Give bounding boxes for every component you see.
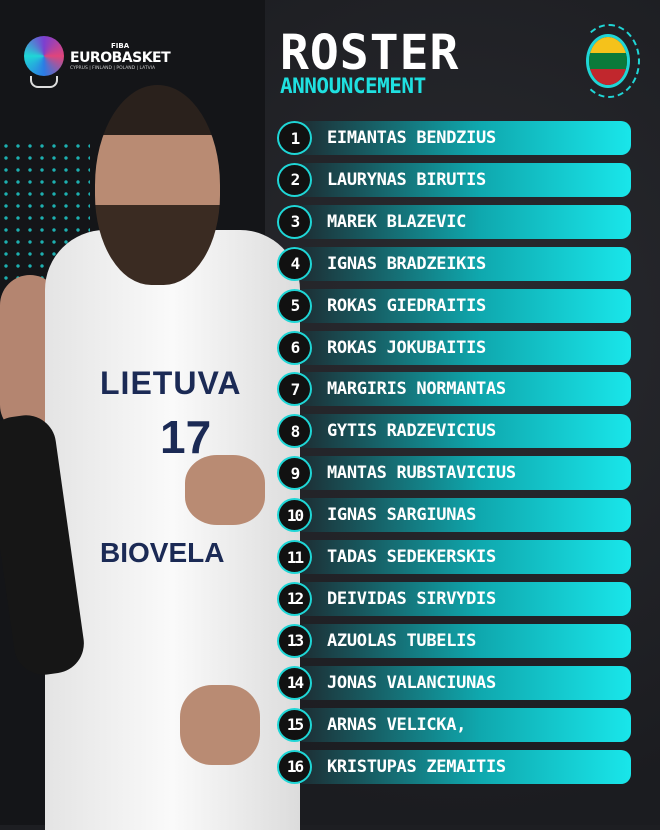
jersey-country: LIETUVA xyxy=(100,365,242,401)
player-name: Tadas Sedekerskis xyxy=(327,547,496,567)
roster-pill xyxy=(295,162,631,197)
roster-row: 7 Margiris Normantas xyxy=(277,372,631,407)
flag-stripe-green xyxy=(589,53,627,70)
roster-pill xyxy=(295,623,631,658)
player-number: 2 xyxy=(277,162,312,197)
player-number: 11 xyxy=(277,540,312,574)
roster-row: 4 Ignas Bradzeikis xyxy=(277,246,631,281)
player-head xyxy=(95,85,220,285)
logo-fiba: FIBA xyxy=(111,41,130,50)
player-name: Arnas Velicka, xyxy=(327,714,467,735)
page-title: ROSTER xyxy=(280,25,460,81)
player-name: Eimantas Bendzius xyxy=(327,128,496,148)
jersey-sponsor: BIOVELA xyxy=(100,537,225,568)
roster-pill xyxy=(295,749,631,784)
roster-row: 15 Arnas Velicka, xyxy=(277,707,631,742)
player-number: 13 xyxy=(277,623,312,658)
roster-row: 2 Laurynas Birutis xyxy=(277,162,631,197)
player-name: Kristupas Zemaitis xyxy=(327,756,506,777)
player-number: 14 xyxy=(277,665,312,700)
roster-pill xyxy=(295,498,631,533)
player-fist-lower xyxy=(180,685,260,765)
player-number: 3 xyxy=(277,204,312,239)
player-name: Rokas Giedraitis xyxy=(327,295,486,316)
roster-pill xyxy=(295,204,631,239)
roster-row: 1 Eimantas Bendzius xyxy=(277,121,631,155)
player-number: 15 xyxy=(277,707,312,742)
roster-row: 16 Kristupas Zemaitis xyxy=(277,749,631,784)
player-name: Ignas Bradzeikis xyxy=(327,253,486,274)
player-name: Deividas Sirvydis xyxy=(327,588,496,609)
roster-row: 10 Ignas Sargiunas xyxy=(277,498,631,533)
page-subtitle: ANNOUNCEMENT xyxy=(280,74,426,98)
roster-row: 12 Deividas Sirvydis xyxy=(277,581,631,616)
player-number: 4 xyxy=(277,246,312,281)
lithuania-flag-icon xyxy=(586,34,630,88)
player-name: Margiris Normantas xyxy=(327,379,506,400)
player-name: Jonas Valanciunas xyxy=(327,672,496,693)
roster-row: 8 Gytis Radzevicius xyxy=(277,414,631,449)
player-number: 9 xyxy=(277,456,312,491)
roster-row: 11 Tadas Sedekerskis xyxy=(277,540,631,574)
roster-row: 3 Marek Blazevic xyxy=(277,204,631,239)
player-number: 12 xyxy=(277,581,312,616)
player-number: 7 xyxy=(277,372,312,407)
player-name: Mantas Rubstavicius xyxy=(327,463,516,484)
roster-row: 6 Rokas Jokubaitis xyxy=(277,330,631,365)
roster-pill xyxy=(295,707,631,742)
roster-pill xyxy=(295,121,631,155)
roster-pill xyxy=(295,246,631,281)
player-name: Ignas Sargiunas xyxy=(327,505,477,526)
player-fist xyxy=(185,455,265,525)
roster-pill xyxy=(295,540,631,574)
player-number: 8 xyxy=(277,414,312,449)
roster-pill xyxy=(295,581,631,616)
roster-row: 5 Rokas Giedraitis xyxy=(277,288,631,323)
flag-stripe-yellow xyxy=(589,37,627,54)
player-jersey xyxy=(45,230,300,830)
player-name: Gytis Radzevicius xyxy=(327,421,496,442)
player-name: Laurynas Birutis xyxy=(327,169,486,190)
jersey-number: 17 xyxy=(160,411,212,463)
roster-pill xyxy=(295,456,631,491)
roster-row: 9 Mantas Rubstavicius xyxy=(277,456,631,491)
roster-row: 14 Jonas Valanciunas xyxy=(277,665,631,700)
player-number: 10 xyxy=(277,498,312,533)
eurobasket-logo: FIBA EUROBASKET CYPRUS | FINLAND | POLAN… xyxy=(24,36,171,88)
logo-hosts: CYPRUS | FINLAND | POLAND | LATVIA xyxy=(70,65,156,71)
roster-row: 13 Azuolas Tubelis xyxy=(277,623,631,658)
player-number: 5 xyxy=(277,288,312,323)
player-photo: LIETUVA 17 BIOVELA xyxy=(0,85,320,830)
logo-name: EUROBASKET xyxy=(70,49,171,66)
roster-pill xyxy=(295,414,631,449)
roster-pill xyxy=(295,372,631,407)
player-name: Marek Blazevic xyxy=(327,211,467,232)
player-number: 1 xyxy=(277,121,312,155)
player-number: 6 xyxy=(277,330,312,365)
basketball-logo-icon xyxy=(24,36,64,88)
roster-pill xyxy=(295,665,631,700)
player-name: Azuolas Tubelis xyxy=(327,630,477,651)
roster-pill xyxy=(295,288,631,323)
player-number: 16 xyxy=(277,749,312,784)
roster-pill xyxy=(295,330,631,365)
flag-ring xyxy=(578,24,640,98)
flag-stripe-red xyxy=(589,69,627,85)
player-name: Rokas Jokubaitis xyxy=(327,337,486,358)
